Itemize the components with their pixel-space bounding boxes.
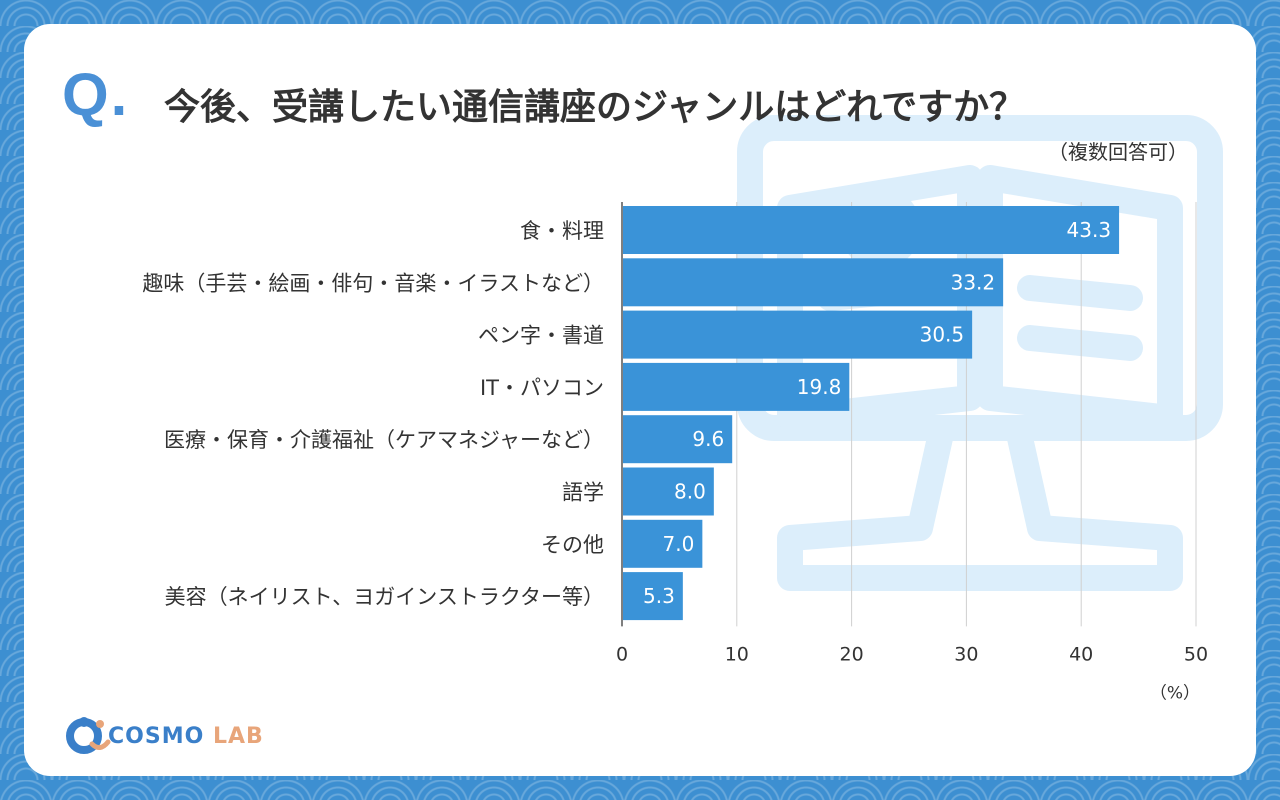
logo-brand: COSMO [108, 724, 205, 749]
bar-value-label: 43.3 [1067, 218, 1112, 242]
logo-wordmark: COSMO LAB [108, 724, 264, 749]
bar [623, 519, 703, 568]
category-label: 美容（ネイリスト、ヨガインストラクター等） [165, 585, 604, 609]
bar [623, 258, 1004, 307]
bar-value-label: 5.3 [643, 584, 675, 608]
x-tick-label: 50 [1184, 643, 1208, 665]
x-axis-unit-label: （%） [1150, 683, 1200, 703]
bar-value-label: 19.8 [797, 375, 842, 399]
chart-title: 今後、受講したい通信講座のジャンルはどれですか？ [164, 87, 1026, 128]
bar-value-label: 9.6 [692, 427, 724, 451]
bar-value-label: 8.0 [674, 480, 706, 504]
category-label: その他 [541, 533, 604, 557]
chart-card: Q. 今後、受講したい通信講座のジャンルはどれですか？ （複数回答可） 0 10 2… [24, 24, 1256, 776]
chart-subtitle: （複数回答可） [1048, 140, 1188, 164]
x-tick-label: 40 [1069, 643, 1093, 665]
logo-suffix: LAB [212, 724, 264, 749]
bar-value-label: 30.5 [920, 323, 965, 347]
bar [623, 572, 683, 621]
x-tick-label: 20 [840, 643, 864, 665]
category-label: 食・料理 [520, 219, 604, 243]
bar [623, 415, 733, 464]
bar [623, 310, 973, 359]
bar [623, 206, 1120, 254]
category-label: 語学 [562, 481, 604, 505]
bar-value-label: 7.0 [663, 532, 695, 556]
category-label: 趣味（手芸・絵画・俳句・音楽・イラストなど） [142, 271, 604, 295]
bar-chart: 0 10 20 30 40 50 （%） 43.3 食・料理 33.2 趣味（手芸・絵画・俳句・音楽… [142, 202, 1208, 703]
bar-value-label: 33.2 [951, 270, 996, 294]
q-mark: Q. [62, 61, 130, 128]
x-tick-label: 30 [954, 643, 978, 665]
x-tick-label: 10 [725, 643, 749, 665]
bar [623, 362, 850, 411]
category-label: IT・パソコン [480, 376, 604, 400]
x-tick-label: 0 [616, 643, 628, 665]
cosmo-lab-logo-icon [66, 717, 111, 754]
bar [623, 467, 714, 516]
category-label: ペン字・書道 [478, 324, 604, 348]
category-label: 医療・保育・介護福祉（ケアマネジャーなど） [164, 428, 604, 452]
